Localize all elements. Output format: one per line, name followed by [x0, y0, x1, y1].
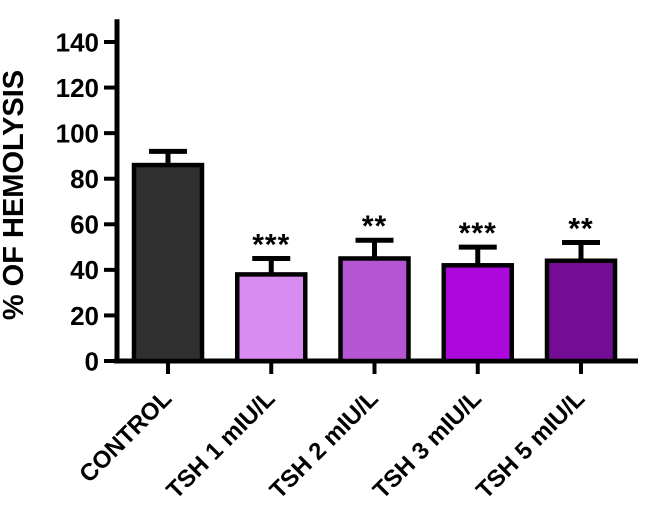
x-category-label: TSH 2 mIU/L: [265, 385, 384, 504]
significance-label: **: [568, 213, 593, 246]
bar: [235, 272, 308, 364]
y-axis-title: % OF HEMOLYSIS: [0, 70, 30, 320]
x-category-label: TSH 3 mIU/L: [368, 385, 487, 504]
bar: [441, 263, 514, 364]
bar: [338, 256, 411, 364]
y-tick-label: 140: [56, 27, 99, 57]
y-tick-label: 0: [85, 346, 99, 376]
y-tick-label: 20: [70, 301, 99, 331]
y-tick-label: 120: [56, 73, 99, 103]
y-tick-label: 100: [56, 119, 99, 149]
significance-label: **: [362, 210, 387, 243]
bar: [544, 258, 618, 364]
y-tick-label: 40: [70, 255, 99, 285]
y-tick-label: 80: [70, 164, 99, 194]
plot-area: 0 20 40 60 80 100 120 140 CONTROL *** TSH 1 mIU/L *…: [56, 19, 638, 504]
bar: [131, 162, 205, 364]
x-category-label: CONTROL: [74, 385, 177, 488]
x-category-label: TSH 5 mIU/L: [471, 385, 590, 504]
significance-label: ***: [459, 217, 497, 250]
significance-label: ***: [252, 228, 290, 261]
x-category-label: TSH 1 mIU/L: [161, 385, 280, 504]
y-tick-label: 60: [70, 210, 99, 240]
